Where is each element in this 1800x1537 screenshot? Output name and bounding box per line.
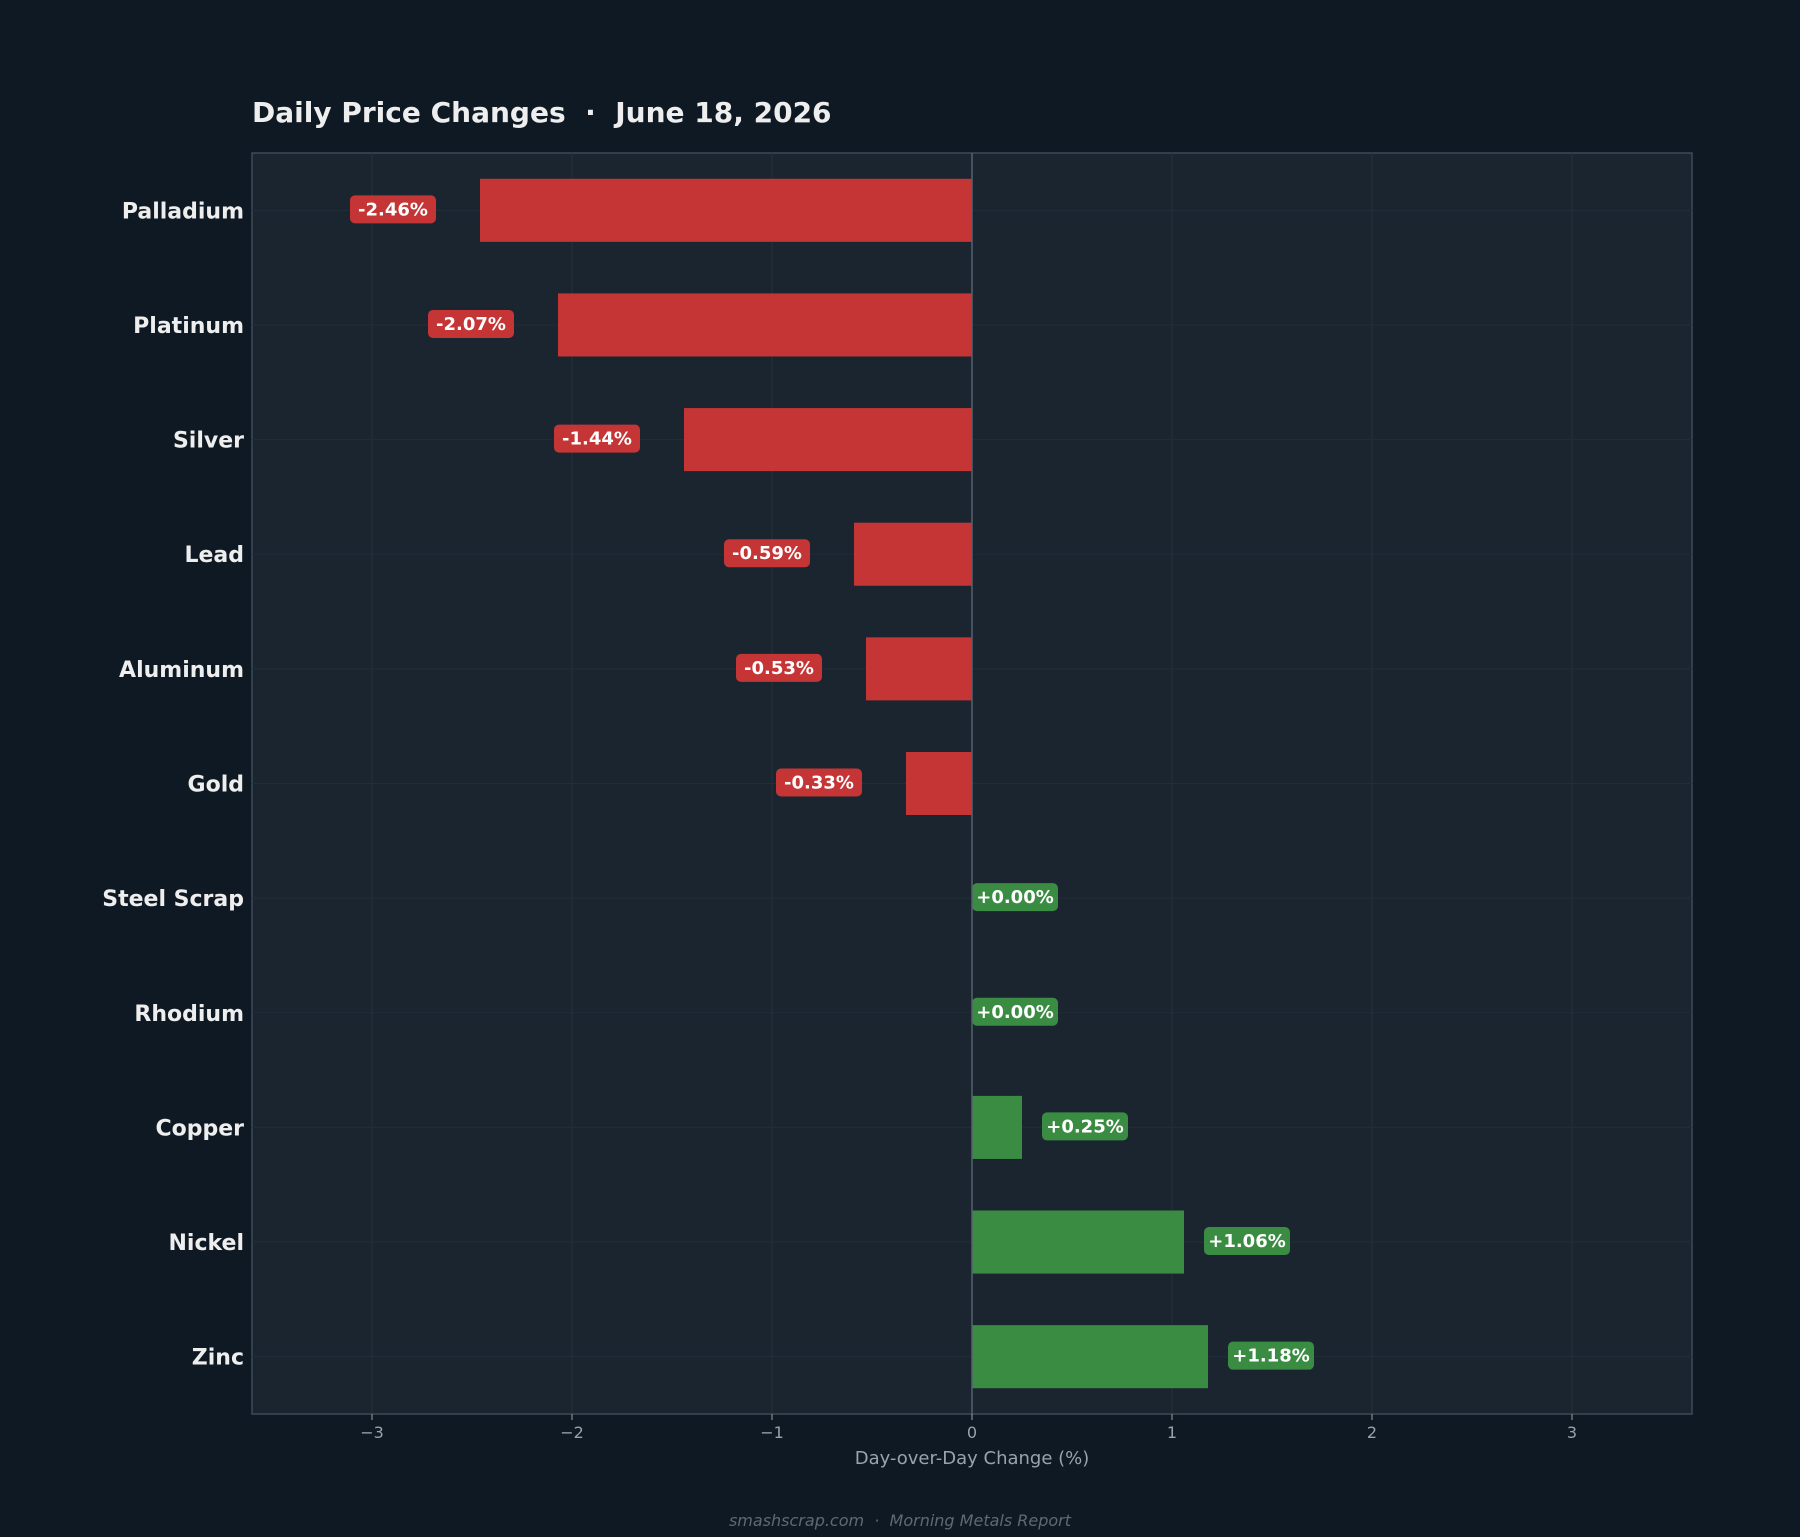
- value-label: -0.33%: [784, 773, 854, 794]
- bar-lead: [854, 522, 972, 586]
- value-label: -1.44%: [562, 429, 632, 450]
- value-label: -0.59%: [732, 543, 802, 564]
- category-label: Palladium: [122, 199, 244, 224]
- category-label: Gold: [188, 773, 244, 798]
- bars-group: -2.46% -2.07% -1.44% -0.59% -0.53% -0.33% +0.0…: [350, 178, 1314, 1389]
- bar-aluminum: [866, 637, 972, 701]
- value-label-badge: [724, 539, 810, 568]
- category-label: Copper: [155, 1116, 244, 1141]
- category-label: Silver: [173, 429, 244, 454]
- x-axis-label: Day-over-Day Change (%): [855, 1448, 1090, 1469]
- x-tick-label: 1: [1167, 1423, 1177, 1442]
- bar-zinc: [972, 1325, 1208, 1389]
- chart-title: Daily Price Changes · June 18, 2026: [252, 96, 832, 129]
- value-label-badge: [736, 653, 822, 682]
- bar-copper: [972, 1095, 1022, 1159]
- x-tick-labels: −3 −2 −1 0 1 2 3: [360, 1414, 1577, 1442]
- category-label: Aluminum: [119, 658, 244, 683]
- value-label: +0.00%: [976, 1002, 1054, 1023]
- bar-gold: [906, 751, 972, 816]
- category-label: Lead: [184, 543, 244, 568]
- value-label-badge: [776, 768, 862, 797]
- category-labels: Palladium Platinum Silver Lead Aluminum Gold S…: [102, 199, 244, 1370]
- category-label: Platinum: [133, 314, 244, 339]
- bar-nickel: [972, 1210, 1184, 1274]
- value-label-badge: [972, 997, 1058, 1026]
- value-label: -2.46%: [358, 199, 428, 220]
- x-tick-label: −1: [760, 1423, 784, 1442]
- value-label-badge: [428, 309, 514, 338]
- x-tick-label: 2: [1367, 1423, 1377, 1442]
- value-label-badge: [554, 424, 640, 453]
- value-label-badge: [350, 195, 436, 224]
- x-tick-label: −2: [560, 1423, 584, 1442]
- footer-text: smashscrap.com · Morning Metals Report: [729, 1511, 1072, 1530]
- category-label: Zinc: [192, 1346, 244, 1371]
- value-label-badge: [1042, 1112, 1128, 1141]
- value-label: -2.07%: [436, 314, 506, 335]
- category-label: Nickel: [169, 1231, 245, 1256]
- value-label: +0.25%: [1046, 1116, 1124, 1137]
- value-label-badge: [972, 883, 1058, 912]
- category-label: Rhodium: [134, 1002, 244, 1027]
- category-label: Steel Scrap: [102, 887, 244, 912]
- bar-palladium: [480, 178, 972, 242]
- value-label: +0.00%: [976, 887, 1054, 908]
- value-label-badge: [1204, 1227, 1290, 1256]
- value-label: +1.18%: [1232, 1346, 1310, 1367]
- value-label: +1.06%: [1208, 1231, 1286, 1252]
- value-label-badge: [1228, 1341, 1314, 1370]
- x-tick-label: 3: [1567, 1423, 1577, 1442]
- x-tick-label: −3: [360, 1423, 384, 1442]
- x-tick-label: 0: [967, 1423, 977, 1442]
- bar-silver: [684, 408, 972, 472]
- bar-platinum: [558, 293, 972, 357]
- value-label: -0.53%: [744, 658, 814, 679]
